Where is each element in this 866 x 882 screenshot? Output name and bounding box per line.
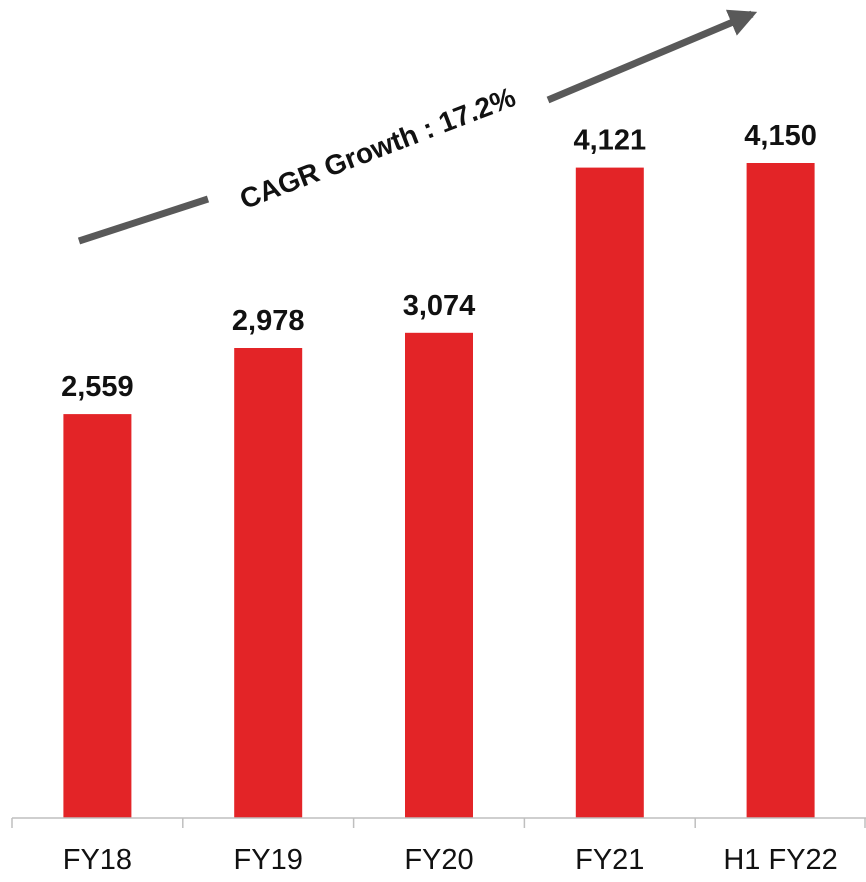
value-label-fy18: 2,559 xyxy=(61,371,134,403)
x-tick-label-h1-fy22: H1 FY22 xyxy=(723,844,837,876)
x-tick-label-fy21: FY21 xyxy=(575,844,644,876)
bar-fy21 xyxy=(575,167,644,819)
x-tick-label-fy19: FY19 xyxy=(234,844,303,876)
x-tick-labels: FY18 FY19 FY20 FY21 H1 FY22 xyxy=(63,844,838,876)
value-label-fy20: 3,074 xyxy=(403,290,476,322)
value-labels-layer: 2,559 2,978 3,074 4,121 4,150 xyxy=(61,120,817,403)
x-tick-label-fy18: FY18 xyxy=(63,844,132,876)
bar-fy20 xyxy=(405,332,473,818)
bars-layer xyxy=(63,163,815,819)
trend-arrow-segment-left xyxy=(77,195,210,245)
bar-fy18 xyxy=(63,414,132,818)
value-label-fy21: 4,121 xyxy=(574,125,647,157)
x-axis xyxy=(11,817,866,828)
x-tick-label-fy20: FY20 xyxy=(404,844,473,876)
bar-h1-fy22 xyxy=(746,163,815,818)
trend-arrow-segment-right xyxy=(546,9,758,104)
cagr-trend-arrow xyxy=(77,9,758,245)
bar-fy19 xyxy=(234,348,303,818)
value-label-h1-fy22: 4,150 xyxy=(744,120,817,152)
value-label-fy19: 2,978 xyxy=(232,305,305,337)
cagr-growth-label: CAGR Growth : 17.2% xyxy=(236,81,520,215)
